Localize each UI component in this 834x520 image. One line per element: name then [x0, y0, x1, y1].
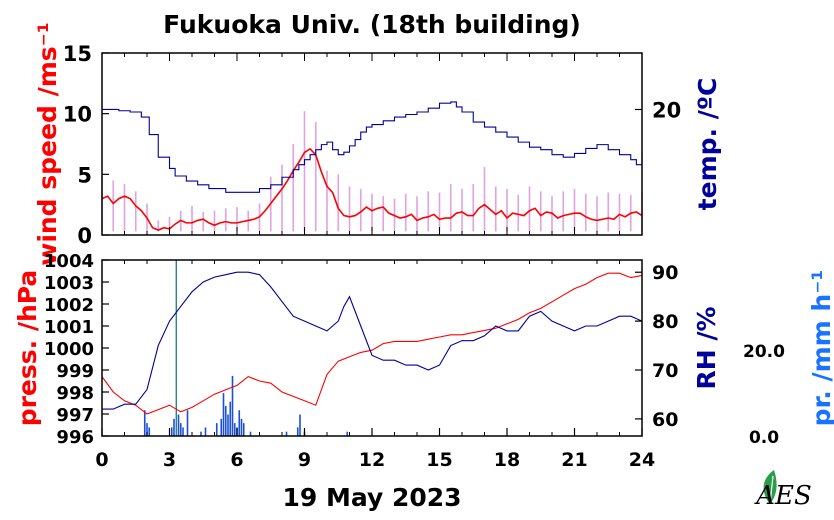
date-label: 19 May 2023	[282, 483, 461, 512]
hour-tick-label: 21	[561, 449, 587, 471]
logo-text: AES	[754, 481, 812, 511]
hour-tick-label: 9	[298, 449, 311, 471]
hour-tick-label: 6	[230, 449, 243, 471]
hour-tick-label: 12	[359, 449, 385, 471]
temp-tick-label: 20	[652, 98, 681, 122]
hour-tick-label: 3	[163, 449, 176, 471]
leaf-logo-icon	[763, 470, 777, 505]
pressure-tick-label: 1004	[44, 251, 94, 272]
top-panel: 0 5 10 15 20 wind speed /ms⁻¹ temp. /ºC	[33, 22, 722, 266]
wind-tick-label: 5	[77, 163, 92, 187]
temperature-line	[102, 101, 643, 193]
aes-logo: AES	[754, 470, 812, 511]
pressure-tick-label: 996	[56, 427, 94, 448]
pressure-tick-label: 1002	[44, 295, 94, 316]
chart-title: Fukuoka Univ. (18th building)	[163, 10, 581, 39]
precip-axis-label: pr. /mm h⁻¹	[807, 270, 834, 427]
pressure-tick-label: 997	[56, 405, 94, 426]
hour-tick-label: 0	[95, 449, 108, 471]
pressure-tick-label: 1000	[44, 339, 94, 360]
precip-tick-label: 20.0	[743, 342, 785, 362]
wind-axis-label: wind speed /ms⁻¹	[33, 22, 62, 266]
hour-tick-label: 18	[494, 449, 520, 471]
precip-tick-label: 0.0	[749, 428, 779, 448]
rh-tick-label: 60	[652, 409, 678, 431]
pressure-tick-label: 999	[56, 361, 94, 382]
pressure-axis-label: press. /hPa	[13, 270, 42, 427]
hour-tick-label: 15	[426, 449, 452, 471]
rh-tick-label: 80	[652, 311, 678, 333]
pressure-tick-label: 1001	[44, 317, 94, 338]
wind-tick-label: 10	[63, 103, 92, 127]
rh-axis-label: RH /%	[692, 306, 721, 389]
rh-tick-label: 70	[652, 360, 678, 382]
pressure-line	[101, 272, 643, 415]
pressure-tick-label: 1003	[44, 273, 94, 294]
wind-tick-label: 0	[77, 224, 92, 248]
rh-line	[102, 271, 643, 410]
pressure-tick-label: 998	[56, 383, 94, 404]
bottom-panel: 9969979989991000100110021003100460708090…	[13, 251, 834, 471]
temp-axis-label: temp. /ºC	[693, 78, 722, 211]
rh-tick-label: 90	[652, 262, 678, 284]
wind-tick-label: 15	[63, 42, 92, 66]
bottom-plot-frame	[101, 259, 643, 437]
wind-speed-line	[101, 147, 643, 232]
hour-tick-label: 24	[629, 449, 655, 471]
